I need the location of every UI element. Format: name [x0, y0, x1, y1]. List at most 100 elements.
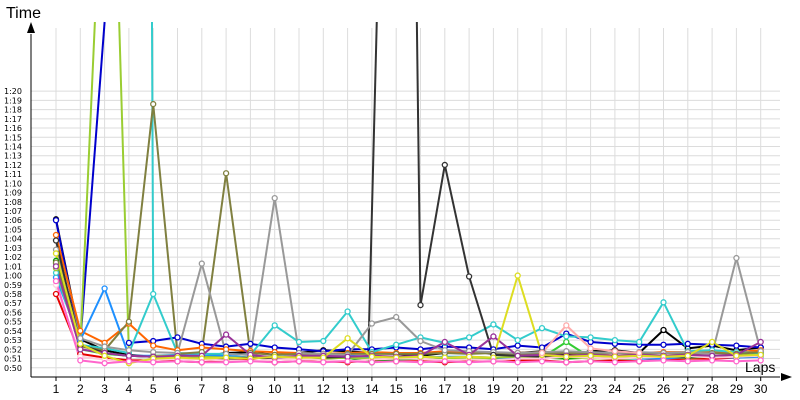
x-tick-labels: 1 2 3 4 5 6 7 8 9 10 11 12 13 14 15 16 17 18 19 20 21 22 23 24 2… [53, 382, 768, 396]
data-point [587, 334, 594, 341]
data-point [465, 353, 473, 360]
data-point [757, 357, 764, 364]
data-point [563, 338, 570, 346]
data-point [490, 358, 497, 365]
data-point [150, 290, 157, 298]
y-tick-label: 1:12 [4, 161, 22, 170]
x-tick-label: 14 [365, 382, 379, 396]
series-lines [52, 21, 764, 367]
y-tick-label: 1:18 [4, 106, 22, 115]
x-tick-label: 13 [341, 382, 355, 396]
data-point [733, 358, 740, 365]
data-point [271, 359, 278, 366]
data-point [514, 359, 521, 366]
y-tick-label: 1:02 [4, 253, 22, 262]
data-point [52, 217, 60, 224]
x-tick-label: 1 [53, 382, 60, 396]
data-point [77, 357, 84, 364]
y-tick-label: 1:04 [4, 235, 22, 244]
x-tick-label: 30 [754, 382, 768, 396]
data-point [441, 161, 448, 169]
data-point [660, 299, 667, 306]
data-point [198, 359, 205, 366]
data-point [174, 334, 181, 341]
series-offscale-segment [79, 21, 96, 348]
x-tick-label: 28 [705, 382, 719, 396]
data-point [611, 336, 619, 344]
data-point [320, 337, 327, 345]
data-point [52, 250, 60, 257]
series-offscale-segment [367, 21, 378, 357]
y-tick-label: 1:07 [4, 207, 22, 216]
data-point [52, 277, 60, 285]
data-point [150, 100, 157, 108]
series-line [55, 219, 761, 360]
data-point [465, 334, 473, 341]
x-tick-label: 29 [730, 382, 744, 396]
x-tick-label: 20 [511, 382, 525, 396]
data-point [417, 353, 424, 360]
x-tick-label: 17 [438, 382, 452, 396]
data-point [684, 358, 691, 365]
data-point [344, 358, 351, 365]
y-tick-label: 1:06 [4, 216, 22, 225]
y-tick-label: 1:00 [4, 272, 22, 281]
data-point [660, 357, 667, 364]
data-point [465, 273, 473, 280]
x-tick-label: 8 [223, 382, 230, 396]
data-point [587, 352, 594, 359]
data-point [684, 352, 691, 359]
y-tick-label: 1:19 [4, 96, 22, 105]
data-point [441, 347, 448, 354]
data-point [344, 335, 351, 342]
data-point [125, 352, 133, 359]
gridlines [31, 28, 780, 381]
x-tick-label: 27 [681, 382, 695, 396]
x-tick-label: 23 [584, 382, 598, 396]
data-point [101, 343, 108, 350]
data-point [441, 338, 448, 346]
data-point [101, 352, 108, 359]
x-axis-title: Laps [745, 359, 775, 375]
y-tick-label: 0:51 [4, 355, 22, 364]
data-point [660, 341, 667, 348]
series-line [55, 272, 761, 356]
data-point [271, 194, 278, 202]
data-point [77, 335, 84, 342]
data-point [393, 313, 400, 321]
x-tick-label: 15 [390, 382, 404, 396]
data-point [733, 352, 740, 359]
data-point [271, 322, 278, 329]
y-tick-labels: 0:500:510:520:530:540:550:560:570:580:59… [4, 87, 22, 373]
y-tick-label: 0:58 [4, 290, 22, 299]
y-tick-label: 1:20 [4, 87, 22, 96]
y-tick-label: 0:53 [4, 336, 22, 345]
series-line [55, 197, 762, 356]
series-line [55, 284, 761, 364]
axes: Time Laps [6, 5, 792, 381]
data-point [733, 342, 740, 349]
x-tick-label: 21 [535, 382, 549, 396]
x-tick-label: 3 [101, 382, 108, 396]
data-point [417, 337, 424, 345]
data-point [368, 353, 376, 360]
data-point [636, 349, 643, 357]
data-point [222, 331, 230, 338]
data-point [125, 339, 133, 347]
x-tick-label: 26 [657, 382, 671, 396]
series-line [55, 280, 761, 365]
y-tick-label: 0:52 [4, 345, 22, 354]
data-point [636, 358, 643, 365]
y-tick-label: 1:13 [4, 152, 22, 161]
y-tick-label: 0:50 [4, 364, 22, 373]
data-point [52, 231, 60, 239]
x-tick-label: 22 [560, 382, 574, 396]
y-tick-label: 1:14 [4, 142, 22, 151]
data-point [757, 338, 764, 346]
y-tick-label: 0:55 [4, 318, 22, 327]
y-tick-label: 1:16 [4, 124, 22, 133]
y-tick-label: 0:54 [4, 327, 22, 336]
data-point [125, 347, 133, 354]
data-point [247, 358, 254, 365]
data-point [198, 260, 205, 267]
